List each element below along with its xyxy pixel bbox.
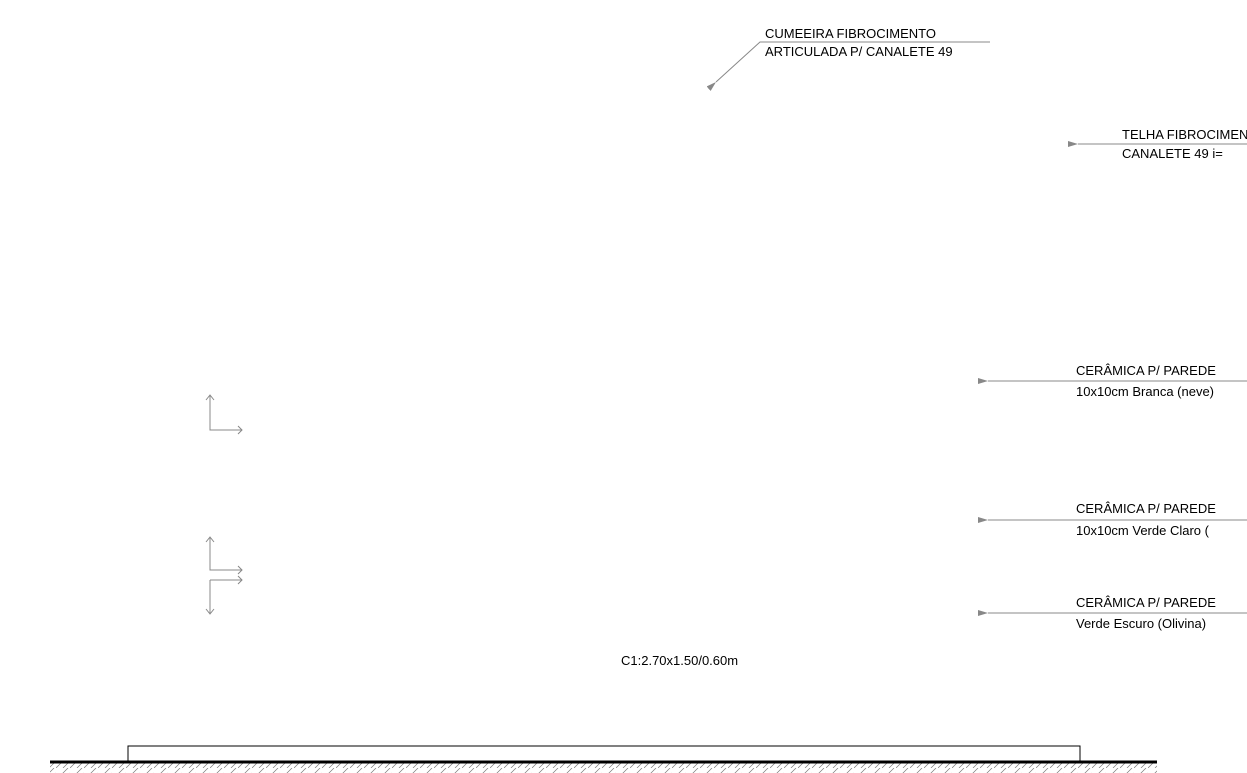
- tile-dark-label-1: CERÂMICA P/ PAREDE: [1076, 595, 1216, 610]
- tile-white-label-2: 10x10cm Branca (neve): [1076, 384, 1214, 399]
- window-label: C1:2.70x1.50/0.60m: [621, 653, 738, 668]
- ridge-label-1: CUMEEIRA FIBROCIMENTO: [765, 26, 936, 41]
- elevation-drawing: CUMEEIRA FIBROCIMENTO ARTICULADA P/ CANA…: [0, 0, 1247, 773]
- tile-light-label-2: 10x10cm Verde Claro (: [1076, 523, 1210, 538]
- ridge-label-2: ARTICULADA P/ CANALETE 49: [765, 44, 953, 59]
- roof-label-2: CANALETE 49 i=: [1122, 146, 1223, 161]
- tile-white-label-1: CERÂMICA P/ PAREDE: [1076, 363, 1216, 378]
- page: {"labels":{ "ridge":["CUMEEIRA FIBROCIME…: [0, 0, 1247, 773]
- ground-hatch: [50, 763, 1157, 773]
- tile-dark-label-2: Verde Escuro (Olivina): [1076, 616, 1206, 631]
- tile-light-label-1: CERÂMICA P/ PAREDE: [1076, 501, 1216, 516]
- foundation: [128, 746, 1080, 761]
- roof-label-1: TELHA FIBROCIMEN: [1122, 127, 1247, 142]
